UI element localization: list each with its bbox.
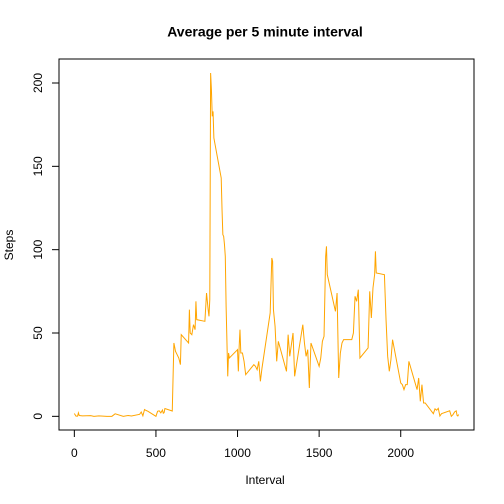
x-tick-label: 0 [71,446,78,460]
data-line [73,72,460,418]
y-tick-label: 0 [31,413,45,420]
x-tick-label: 1000 [224,446,251,460]
y-tick-label: 100 [31,239,45,259]
y-tick-label: 50 [31,326,45,340]
x-tick-label: 500 [146,446,166,460]
x-axis-label: Interval [245,473,284,487]
chart-title: Average per 5 minute interval [167,24,363,40]
y-tick-label: 150 [31,156,45,176]
plot-frame [58,58,475,431]
y-axis-label: Steps [2,230,16,261]
x-tick-label: 2000 [387,446,414,460]
y-tick-label: 200 [31,73,45,93]
x-tick-label: 1500 [306,446,333,460]
